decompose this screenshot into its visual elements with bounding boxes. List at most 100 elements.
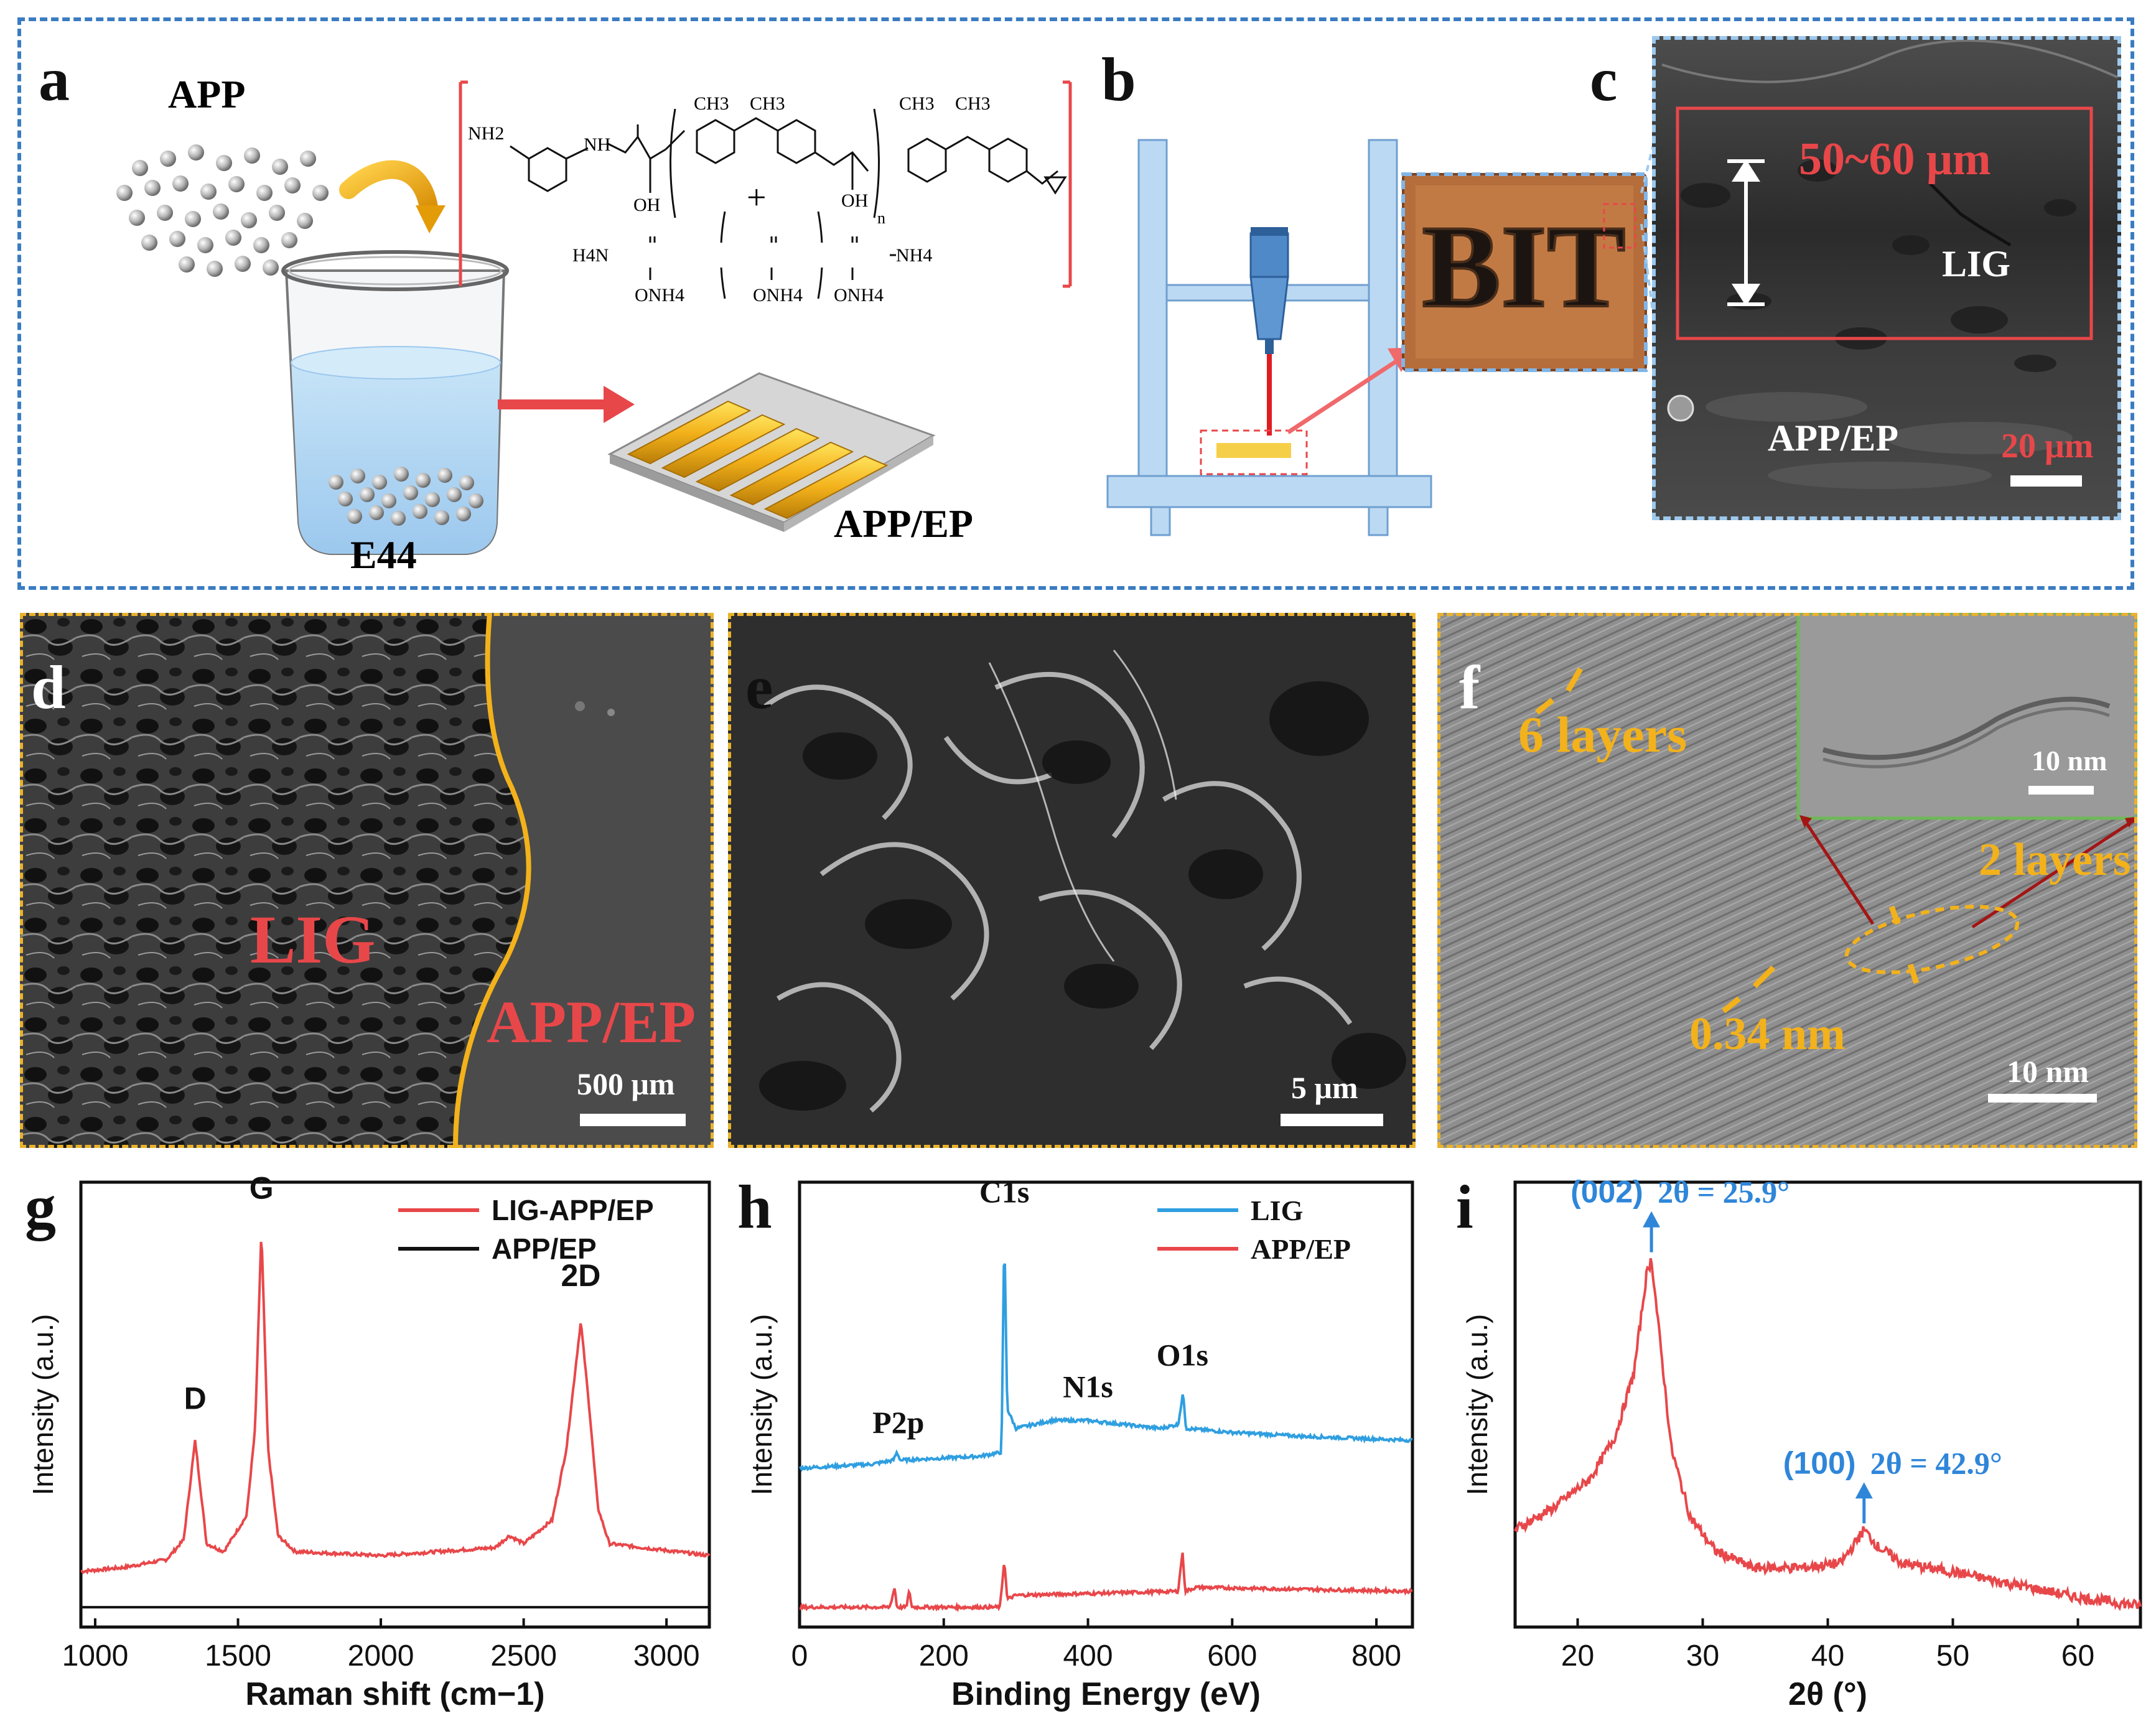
panel-b: BIT: [1083, 25, 1655, 585]
x-tick-label-h: 0: [791, 1639, 808, 1672]
chem-ch3-4: CH3: [955, 93, 991, 114]
chem-plus: +: [747, 179, 767, 217]
x-tick-label-g: 1000: [62, 1639, 129, 1672]
panel-label-h: h: [737, 1172, 772, 1241]
xps-chart: 0 200 400 600 800 Binding Energy (eV) Intensit…: [745, 1175, 1414, 1712]
lig-label-d: LIG: [250, 902, 376, 977]
y-axis-label-h: Intensity (a.u.): [745, 1314, 778, 1495]
lig-label-c: LIG: [1942, 243, 2011, 284]
x-tick-label-i: 50: [1936, 1639, 1969, 1672]
legend-label-g: LIG-APP/EP: [492, 1194, 654, 1226]
panel-label-d: d: [31, 653, 66, 722]
plot-frame-g: [79, 1180, 711, 1629]
peak-index-label: (002): [1570, 1175, 1643, 1210]
legend-label-g: APP/EP: [492, 1233, 597, 1265]
inset-scale-label: 10 nm: [2032, 745, 2107, 777]
legend-label-h: LIG: [1251, 1195, 1303, 1226]
beaker-label: E44: [350, 533, 417, 577]
panel-label-c: c: [1590, 45, 1618, 114]
x-axis-label-i: 2θ (°): [1788, 1676, 1867, 1712]
spacing-label: 0.34 nm: [1689, 1009, 1846, 1060]
app-ep-label-c: APP/EP: [1768, 417, 1898, 459]
panel-label-b: b: [1101, 45, 1136, 114]
series-line-h-0: [799, 1263, 1413, 1472]
scale-label-d: 500 μm: [577, 1066, 675, 1101]
chem-n-sub: n: [877, 209, 885, 227]
frame-d: [20, 613, 714, 1148]
tem-image-f: 6 layers 2 layers 0.34 nm 10 nm 10 nm: [1437, 613, 2137, 1148]
x-tick-label-h: 200: [919, 1639, 969, 1672]
panel-label-f: f: [1459, 653, 1480, 722]
frame-f: [1437, 613, 2137, 1148]
peak-label-g: 2D: [561, 1258, 600, 1293]
laser-setup-illustration: BIT: [1106, 139, 1648, 536]
x-tick-label-i: 30: [1686, 1639, 1719, 1672]
chem-nh2: NH2: [468, 123, 505, 144]
x-axis-label-g: Raman shift (cm−1): [245, 1676, 544, 1712]
peak-index-label: (100): [1783, 1445, 1856, 1480]
app-ep-label-d: APP/EP: [487, 989, 696, 1055]
series-line-h-1: [799, 1552, 1413, 1613]
pour-arrow: [339, 160, 439, 221]
app-particles: [116, 144, 329, 277]
x-tick-label-i: 40: [1811, 1639, 1844, 1672]
peak-arrow-head-i: [1643, 1211, 1661, 1228]
peak-label-h: C1s: [979, 1175, 1030, 1210]
chem-nh4: NH4: [896, 245, 933, 266]
chem-ch3-1: CH3: [694, 93, 729, 114]
panel-label-a: a: [39, 45, 70, 114]
peak-arrow-head-i: [1855, 1482, 1873, 1499]
panel-label-e: e: [745, 653, 773, 722]
plot-frame-h: [798, 1180, 1414, 1629]
panel-a: APP E44 APP/EP NH2 NH OH OH CH3 CH3 CH3 …: [25, 25, 1083, 585]
chem-onh4-1: ONH4: [635, 285, 684, 305]
scale-label-f: 10 nm: [2007, 1054, 2089, 1089]
chem-ch3-3: CH3: [899, 93, 935, 114]
x-tick-label-g: 2000: [348, 1639, 414, 1672]
chem-onh4-3: ONH4: [834, 285, 884, 305]
panel-a-illustration: [116, 80, 1072, 555]
peak-label-h: N1s: [1063, 1369, 1113, 1404]
x-tick-label-g: 1500: [205, 1639, 271, 1672]
panel-label-g: g: [25, 1172, 56, 1241]
scale-label-e: 5 μm: [1291, 1070, 1358, 1105]
scale-label-c: 20 μm: [2001, 427, 2094, 465]
x-tick-label-i: 20: [1561, 1639, 1594, 1672]
beaker: [281, 250, 509, 555]
chem-onh4-2: ONH4: [753, 285, 803, 305]
x-tick-label-h: 800: [1351, 1639, 1401, 1672]
peak-angle-label: 2θ = 42.9°: [1870, 1445, 2002, 1480]
series-line-g-0: [80, 1241, 711, 1575]
x-tick-label-i: 60: [2061, 1639, 2094, 1672]
x-tick-label-g: 3000: [633, 1639, 700, 1672]
sem-image-c: 50~60 μm LIG APP/EP 20 μm: [1652, 36, 2121, 520]
app-ep-plate: [607, 372, 936, 532]
app-label: APP: [168, 72, 246, 116]
x-tick-label-h: 600: [1207, 1639, 1257, 1672]
two-layers-label: 2 layers: [1979, 834, 2131, 885]
sem-image-d: LIG APP/EP 500 μm: [20, 613, 714, 1148]
y-axis-label-i: Intensity (a.u.): [1461, 1314, 1493, 1495]
x-tick-label-g: 2500: [490, 1639, 557, 1672]
frame-e: [728, 613, 1416, 1148]
peak-label-h: O1s: [1157, 1337, 1208, 1372]
chem-nh: NH: [584, 134, 611, 155]
peak-label-g: D: [184, 1381, 207, 1416]
chem-oh-1: OH: [633, 195, 661, 215]
thickness-label: 50~60 μm: [1799, 134, 1991, 185]
beaker-particles: [329, 467, 483, 526]
y-axis-label-g: Intensity (a.u.): [27, 1314, 59, 1495]
legend-label-h: APP/EP: [1251, 1233, 1351, 1265]
peak-label-g: G: [250, 1170, 274, 1205]
series-line-i-0: [1514, 1258, 2142, 1611]
epoxy-structure: [510, 108, 1067, 218]
x-axis-label-h: Binding Energy (eV): [951, 1676, 1261, 1712]
sem-image-e: 5 μm: [728, 613, 1416, 1148]
bit-text: BIT: [1422, 202, 1625, 332]
chem-ch3-2: CH3: [750, 93, 785, 114]
app-ep-label: APP/EP: [834, 501, 973, 546]
chem-h4n: H4N: [572, 245, 609, 266]
panel-label-i: i: [1456, 1172, 1473, 1241]
peak-angle-label: 2θ = 25.9°: [1658, 1175, 1790, 1210]
raman-chart: 1000 1500 2000 2500 3000 Raman shift (cm−1) In…: [27, 1170, 711, 1712]
